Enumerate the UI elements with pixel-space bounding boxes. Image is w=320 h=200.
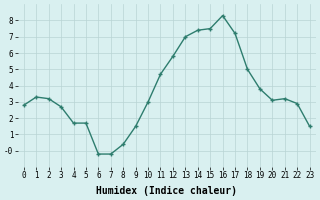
X-axis label: Humidex (Indice chaleur): Humidex (Indice chaleur): [96, 186, 237, 196]
